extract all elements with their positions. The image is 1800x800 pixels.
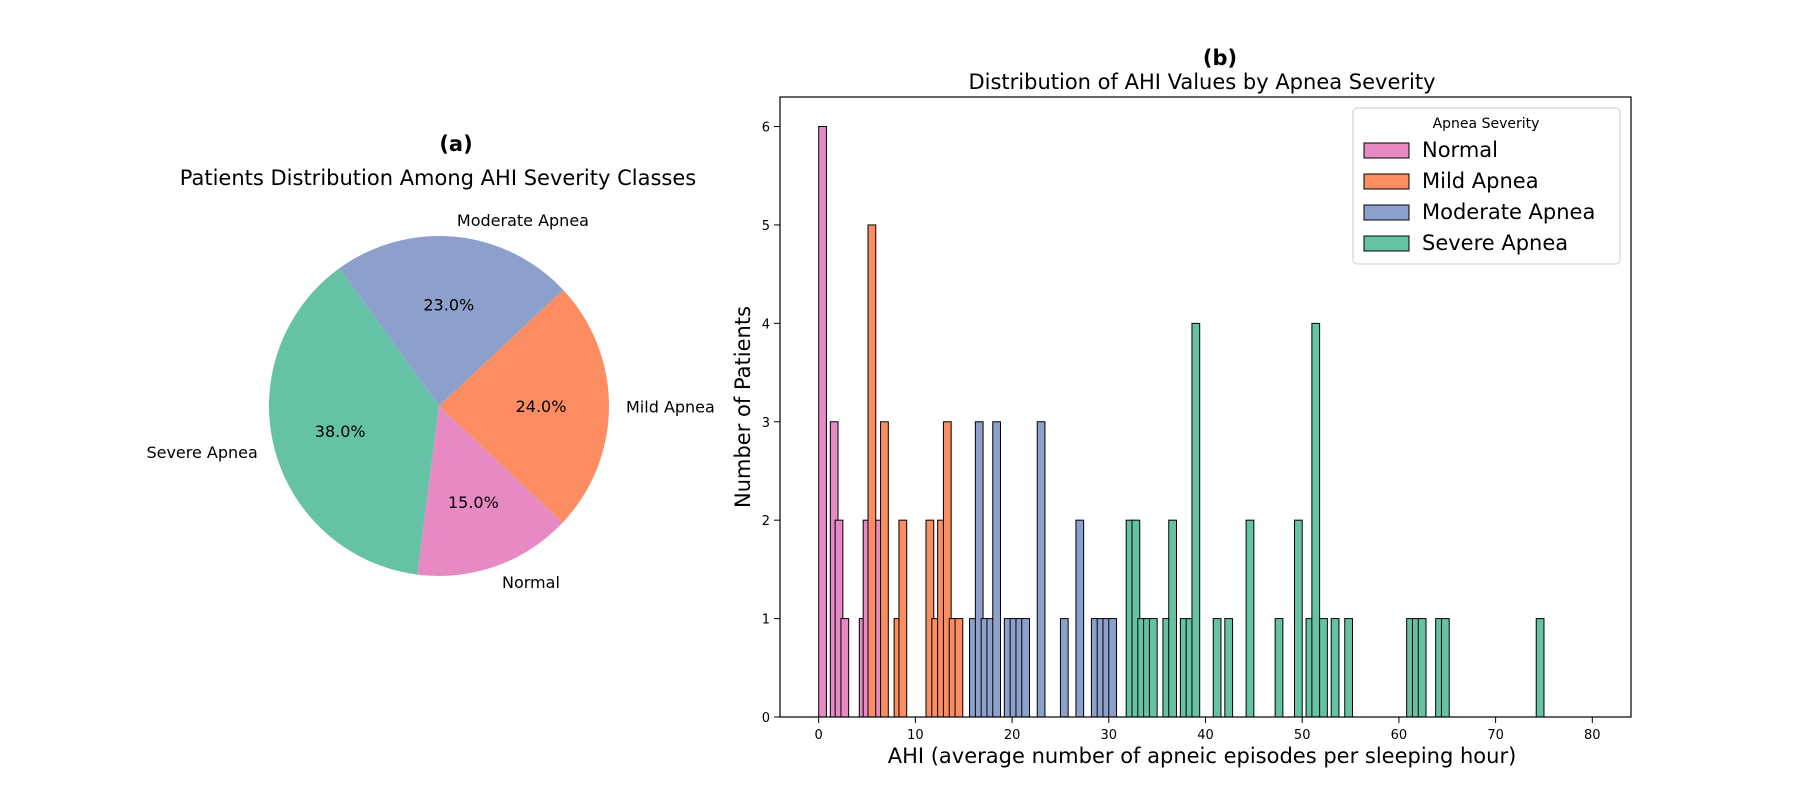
x-tick-label: 60 [1391,728,1408,743]
pie-category-label-normal: Normal [502,573,560,592]
y-tick-label: 0 [762,711,770,726]
pie-slices: 38.0% Severe Apnea 15.0% Normal 24.0% Mild Ap… [146,211,714,592]
pie-category-label-mild-apnea: Mild Apnea [626,397,715,416]
pie-slice-moderate-apnea [339,235,564,406]
histogram-bar-severe-apnea [1311,322,1321,718]
legend-items: Normal Mild Apnea Moderate Apnea Severe Apn… [1363,138,1595,255]
histogram-panel: (b) Distribution of AHI Values by Apnea … [731,46,1632,768]
x-axis-ticks: 0 10 20 30 40 50 60 70 80 [815,717,1601,743]
pie-pct-label-severe-apnea: 38.0% [315,422,366,441]
legend-label-moderate-apnea: Moderate Apnea [1422,200,1595,224]
histogram-title: Distribution of AHI Values by Apnea Seve… [968,70,1435,94]
pie-panel: (a) Patients Distribution Among AHI Seve… [146,132,714,592]
legend-label-severe-apnea: Severe Apnea [1422,231,1568,255]
pie-slice-mild-apnea [439,289,610,523]
histogram-bar-moderate-apnea [992,421,1001,718]
x-axis-label: AHI (average number of apneic episodes p… [888,744,1517,768]
histogram-bar-mild-apnea [898,519,908,718]
histogram-bar-mild-apnea [954,618,964,718]
histogram-bar-moderate-apnea [1075,519,1085,718]
legend: Apnea Severity Normal Mild Apnea Moderate … [1352,107,1621,265]
histogram-bar-mild-apnea [880,421,889,718]
histogram-bar-severe-apnea [1440,618,1450,718]
pie-pct-label-normal: 15.0% [448,493,499,512]
histogram-bar-severe-apnea [1224,618,1234,718]
y-axis-label: Number of Patients [731,306,755,508]
histogram-bar-severe-apnea [1293,519,1303,718]
pie-pct-label-mild-apnea: 24.0% [516,397,567,416]
histogram-bar-severe-apnea [1535,618,1545,718]
legend-swatch-severe-apnea [1363,235,1410,252]
legend-swatch-normal [1363,142,1410,159]
x-tick-label: 40 [1197,728,1214,743]
legend-label-normal: Normal [1422,138,1498,162]
histogram-bar-mild-apnea [867,224,877,718]
histogram-bar-severe-apnea [1319,618,1328,718]
y-tick-label: 4 [762,317,770,332]
y-tick-label: 2 [762,514,770,529]
pie-category-label-moderate-apnea: Moderate Apnea [457,211,589,230]
legend-title: Apnea Severity [1433,116,1540,132]
y-axis-ticks: 0 1 2 3 4 5 6 [762,121,780,726]
histogram-panel-label: (b) [1203,46,1237,70]
x-tick-label: 10 [907,728,924,743]
y-tick-label: 3 [762,416,770,431]
histogram-bar-severe-apnea [1245,519,1255,718]
x-tick-label: 70 [1487,728,1504,743]
y-tick-label: 1 [762,613,770,628]
legend-swatch-moderate-apnea [1363,204,1410,221]
histogram-bar-severe-apnea [1212,618,1222,718]
x-tick-label: 20 [1004,728,1021,743]
legend-label-mild-apnea: Mild Apnea [1422,169,1539,193]
x-tick-label: 50 [1294,728,1311,743]
legend-frame [1352,107,1621,265]
pie-category-label-severe-apnea: Severe Apnea [146,443,257,462]
histogram-bar-moderate-apnea [1108,618,1118,718]
histogram-bar-normal [840,618,850,718]
x-tick-label: 30 [1101,728,1118,743]
histogram-bar-severe-apnea [1417,618,1427,718]
histogram-bar-moderate-apnea [1021,618,1031,718]
x-tick-label: 0 [815,728,823,743]
pie-pct-label-moderate-apnea: 23.0% [423,296,474,315]
histogram-bar-severe-apnea [1148,618,1158,718]
histogram-bar-severe-apnea [1168,519,1177,718]
legend-swatch-mild-apnea [1363,173,1410,190]
pie-title: Patients Distribution Among AHI Severity… [180,166,696,190]
pie-slice-normal [417,406,563,576]
histogram-bar-moderate-apnea [1036,421,1046,718]
histogram-bar-severe-apnea [1344,618,1353,718]
y-tick-label: 5 [762,219,770,234]
pie-slice-severe-apnea [269,268,439,575]
y-tick-label: 6 [762,121,770,136]
histogram-bar-normal [818,126,827,718]
histogram-bar-moderate-apnea [1059,618,1069,718]
histogram-bar-severe-apnea [1191,322,1201,718]
histogram-bar-severe-apnea [1330,618,1340,718]
x-tick-label: 80 [1584,728,1601,743]
histogram-bar-severe-apnea [1274,618,1284,718]
pie-panel-label: (a) [439,132,472,156]
